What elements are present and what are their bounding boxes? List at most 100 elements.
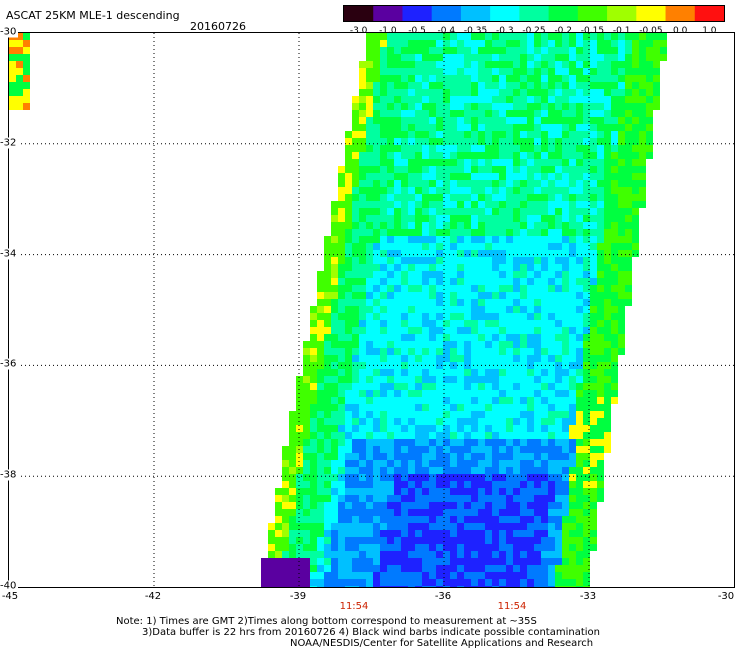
swath-cell — [338, 502, 345, 509]
swath-cell — [366, 145, 373, 152]
swath-cell — [457, 103, 464, 110]
swath-cell — [373, 313, 380, 320]
swath-cell — [408, 551, 415, 558]
swath-cell — [611, 33, 618, 40]
swath-cell — [457, 523, 464, 530]
swath-cell — [569, 390, 576, 397]
swath-cell — [611, 362, 618, 369]
swath-cell — [394, 432, 401, 439]
swath-cell — [513, 509, 520, 516]
swath-cell — [562, 243, 569, 250]
swath-cell — [352, 327, 359, 334]
swath-cell — [513, 523, 520, 530]
swath-cell — [618, 348, 625, 355]
swath-cell — [9, 89, 16, 96]
swath-cell — [443, 131, 450, 138]
swath-cell — [380, 432, 387, 439]
swath-cell — [324, 243, 331, 250]
swath-cell — [422, 565, 429, 572]
swath-cell — [464, 173, 471, 180]
swath-cell — [548, 586, 555, 587]
swath-cell — [457, 208, 464, 215]
swath-cell — [527, 138, 534, 145]
swath-cell — [506, 257, 513, 264]
swath-cell — [597, 61, 604, 68]
swath-cell — [338, 404, 345, 411]
swath-cell — [16, 33, 23, 40]
swath-cell — [408, 327, 415, 334]
swath-cell — [597, 348, 604, 355]
swath-cell — [429, 75, 436, 82]
swath-cell — [513, 103, 520, 110]
swath-cell — [611, 75, 618, 82]
swath-cell — [478, 579, 485, 586]
swath-cell — [408, 355, 415, 362]
swath-cell — [562, 439, 569, 446]
swath-cell — [625, 68, 632, 75]
swath-cell — [352, 257, 359, 264]
swath-cell — [366, 481, 373, 488]
swath-cell — [499, 341, 506, 348]
swath-cell — [345, 369, 352, 376]
swath-cell — [387, 516, 394, 523]
swath-cell — [324, 432, 331, 439]
swath-cell — [576, 54, 583, 61]
swath-cell — [618, 54, 625, 61]
color-scale-swatch — [577, 6, 608, 21]
swath-cell — [359, 572, 366, 579]
swath-cell — [373, 369, 380, 376]
swath-cell — [282, 509, 289, 516]
swath-cell — [380, 565, 387, 572]
swath-cell — [373, 222, 380, 229]
swath-cell — [555, 194, 562, 201]
swath-cell — [289, 558, 296, 565]
swath-cell — [632, 166, 639, 173]
swath-cell — [268, 558, 275, 565]
swath-cell — [492, 306, 499, 313]
swath-cell — [618, 222, 625, 229]
swath-cell — [478, 271, 485, 278]
swath-cell — [534, 404, 541, 411]
swath-cell — [380, 327, 387, 334]
swath-cell — [471, 222, 478, 229]
swath-cell — [569, 362, 576, 369]
swath-cell — [366, 285, 373, 292]
swath-cell — [464, 467, 471, 474]
swath-cell — [408, 572, 415, 579]
swath-cell — [485, 516, 492, 523]
swath-cell — [450, 75, 457, 82]
swath-cell — [555, 481, 562, 488]
swath-cell — [604, 68, 611, 75]
swath-cell — [569, 516, 576, 523]
swath-cell — [555, 474, 562, 481]
swath-cell — [9, 61, 16, 68]
swath-cell — [450, 565, 457, 572]
swath-cell — [380, 117, 387, 124]
swath-cell — [548, 75, 555, 82]
swath-cell — [303, 467, 310, 474]
swath-cell — [492, 418, 499, 425]
swath-cell — [548, 96, 555, 103]
swath-cell — [380, 187, 387, 194]
swath-cell — [310, 579, 317, 586]
swath-cell — [450, 348, 457, 355]
swath-cell — [436, 47, 443, 54]
swath-cell — [541, 502, 548, 509]
swath-cell — [443, 306, 450, 313]
swath-cell — [394, 544, 401, 551]
swath-cell — [345, 558, 352, 565]
swath-cell — [499, 278, 506, 285]
swath-cell — [394, 446, 401, 453]
swath-cell — [310, 446, 317, 453]
swath-cell — [345, 299, 352, 306]
swath-cell — [345, 278, 352, 285]
swath-cell — [464, 320, 471, 327]
swath-cell — [513, 75, 520, 82]
swath-cell — [520, 138, 527, 145]
swath-cell — [576, 376, 583, 383]
swath-cell — [450, 180, 457, 187]
swath-cell — [338, 474, 345, 481]
swath-cell — [548, 509, 555, 516]
swath-cell — [485, 124, 492, 131]
swath-cell — [611, 327, 618, 334]
